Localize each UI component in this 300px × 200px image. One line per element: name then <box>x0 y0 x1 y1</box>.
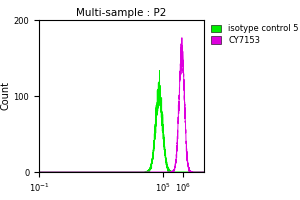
Legend: isotype control 5, CY7153: isotype control 5, CY7153 <box>212 24 298 45</box>
Y-axis label: Count: Count <box>1 82 11 110</box>
Title: Multi-sample : P2: Multi-sample : P2 <box>76 8 167 18</box>
